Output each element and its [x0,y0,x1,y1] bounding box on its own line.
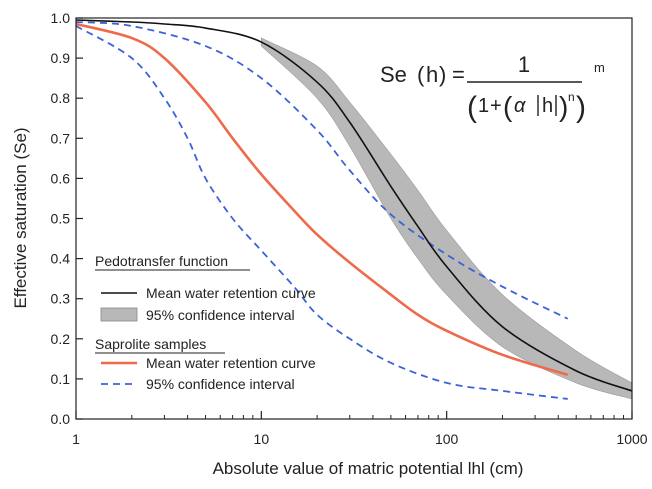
y-tick-label: 0.0 [51,411,71,427]
equation-den-inner-paren-close: ) [559,91,568,122]
equation-numerator: 1 [518,52,530,77]
equation-lhs-se: Se [380,62,407,87]
equation-den-paren-open: ( [467,91,477,124]
saprolite-mean-curve [75,22,569,377]
equation-den-h: h [542,95,553,117]
equation: Se ( h ) = 1 m ( 1 + ( α h ) n ) [380,52,605,124]
x-tick-label: 1000 [616,431,647,447]
y-axis-title: Effective saturation (Se) [11,127,30,308]
equation-den-inner-paren-open: ( [503,91,513,122]
x-tick-label: 1 [72,431,80,447]
y-axis: 0.0 0.1 0.2 0.3 0.4 0.5 0.6 0.7 0.8 0.9 1.0 [51,10,83,427]
x-tick-label: 100 [435,431,459,447]
series-layer [75,19,633,400]
legend-sap-mean-label: Mean water retention curve [146,355,316,371]
ptf-mean-curve [75,19,633,392]
y-tick-label: 0.9 [51,50,71,66]
legend-group-ptf-title: Pedotransfer function [95,253,228,269]
y-tick-label: 0.5 [51,211,71,227]
y-tick-label: 0.8 [51,90,71,106]
equation-den-alpha: α [514,95,526,117]
equation-den-one: 1 [478,95,489,117]
equation-equals: = [452,62,465,87]
equation-lhs-h: h [426,62,438,87]
y-tick-label: 0.4 [51,251,71,267]
equation-den-paren-close: ) [576,91,586,124]
x-axis-title: Absolute value of matric potential lhl (… [213,459,524,478]
legend-sap-ci-label: 95% confidence interval [146,376,295,392]
equation-lhs-paren-open: ( [417,62,425,87]
x-axis: 1 10 100 1000 [72,411,648,447]
legend: Pedotransfer function Mean water retenti… [95,253,316,392]
y-tick-label: 0.7 [51,130,71,146]
y-tick-label: 0.6 [51,170,71,186]
x-tick-label: 10 [254,431,270,447]
legend-ptf-mean-label: Mean water retention curve [146,285,316,301]
legend-group-sap-title: Saprolite samples [95,336,206,352]
equation-lhs-paren-close: ) [439,62,446,87]
legend-ptf-ci-label: 95% confidence interval [146,307,295,323]
equation-exponent-m: m [594,60,605,75]
legend-ptf-ci-swatch [100,307,138,322]
saprolite-ci-upper-curve [75,21,569,320]
equation-den-plus: + [490,95,502,117]
y-tick-label: 1.0 [51,10,71,26]
equation-exponent-n: n [568,90,575,104]
saprolite-ci-lower-curve [75,25,568,400]
y-tick-label: 0.3 [51,291,71,307]
y-tick-label: 0.2 [51,331,71,347]
y-tick-label: 0.1 [51,371,71,387]
